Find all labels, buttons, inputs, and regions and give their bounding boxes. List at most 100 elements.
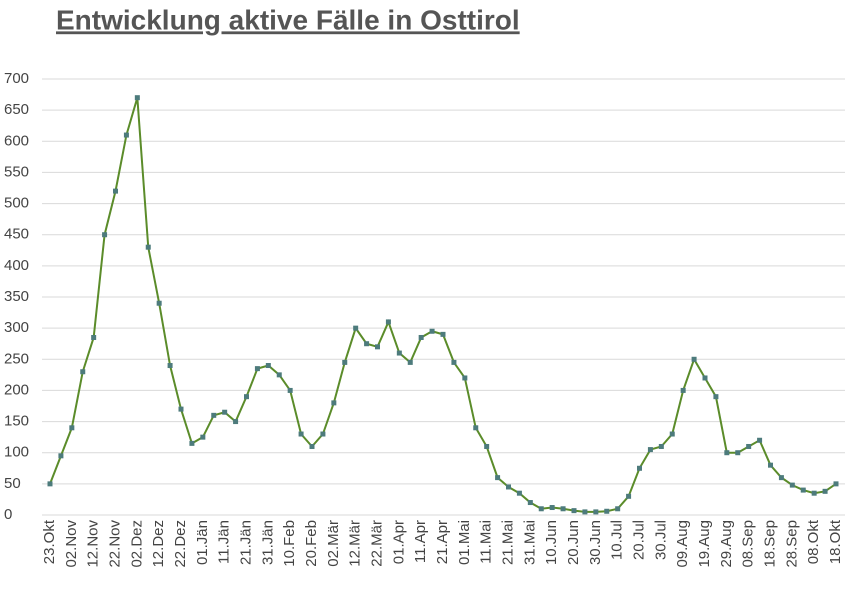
y-tick-label: 250 <box>4 350 29 367</box>
data-point <box>822 488 828 494</box>
data-point <box>156 300 162 306</box>
data-point <box>440 331 446 337</box>
x-tick-label: 22.Mär <box>368 520 385 567</box>
data-point <box>833 481 839 487</box>
data-point <box>364 341 370 347</box>
data-point <box>47 481 53 487</box>
y-tick-label: 0 <box>4 506 12 523</box>
data-point <box>604 508 610 514</box>
x-tick-label: 09.Aug <box>674 520 691 568</box>
x-tick-label: 10.Jun <box>543 520 560 565</box>
x-tick-label: 29.Aug <box>718 520 735 568</box>
data-point <box>331 400 337 406</box>
x-tick-label: 18.Okt <box>827 519 844 564</box>
x-tick-label: 08.Sep <box>740 520 757 568</box>
x-tick-label: 11.Jän <box>216 520 233 564</box>
data-point <box>91 334 97 340</box>
data-point <box>396 350 402 356</box>
data-point <box>637 465 642 471</box>
data-point <box>58 453 64 459</box>
data-point <box>254 366 260 372</box>
data-point <box>320 431 326 437</box>
data-point <box>385 319 391 325</box>
data-point <box>713 394 719 400</box>
x-tick-label: 02.Nov <box>63 520 80 568</box>
data-point <box>484 443 490 449</box>
y-tick-label: 100 <box>4 444 29 461</box>
data-point <box>134 95 140 101</box>
x-tick-label: 20.Feb <box>303 520 320 567</box>
data-point <box>658 443 664 449</box>
data-point <box>178 406 184 412</box>
y-tick-label: 450 <box>4 226 29 243</box>
x-tick-label: 02.Dez <box>128 520 145 568</box>
data-point <box>527 500 533 506</box>
data-point <box>626 493 632 499</box>
data-point <box>298 431 304 437</box>
y-tick-label: 550 <box>4 163 29 180</box>
x-tick-label: 21.Mai <box>499 520 516 565</box>
x-tick-label: 08.Okt <box>805 519 822 564</box>
data-point <box>506 484 511 490</box>
data-point <box>244 394 249 400</box>
x-tick-label: 19.Aug <box>696 520 713 568</box>
x-tick-label: 22.Dez <box>172 520 189 568</box>
data-point <box>353 325 359 331</box>
y-tick-label: 150 <box>4 413 29 430</box>
data-point <box>735 450 741 456</box>
x-tick-label: 20.Jul <box>630 520 647 560</box>
x-tick-label: 18.Sep <box>761 520 778 568</box>
y-tick-label: 600 <box>4 132 29 149</box>
data-point <box>778 475 784 481</box>
data-point <box>265 363 271 369</box>
data-point <box>123 132 129 138</box>
data-point <box>211 412 217 418</box>
data-point <box>429 328 435 334</box>
data-point <box>495 475 501 481</box>
x-tick-label: 31.Mai <box>521 520 538 565</box>
x-tick-label: 31.Jän <box>259 520 276 565</box>
data-point <box>233 419 239 425</box>
data-point <box>669 431 675 437</box>
x-tick-label: 01.Mai <box>456 520 473 565</box>
data-point <box>69 425 75 431</box>
x-tick-label: 01.Apr <box>390 520 407 564</box>
x-tick-label: 10.Jul <box>609 520 626 560</box>
data-point <box>800 487 806 493</box>
data-point <box>342 359 348 365</box>
data-point <box>113 188 118 194</box>
data-point <box>680 387 686 393</box>
data-point <box>691 356 697 362</box>
y-tick-label: 300 <box>4 319 29 336</box>
data-point <box>287 387 293 393</box>
data-point <box>811 490 817 496</box>
data-point <box>200 434 206 440</box>
data-point <box>145 244 151 250</box>
y-tick-label: 350 <box>4 288 29 305</box>
x-tick-label: 20.Jun <box>565 520 582 565</box>
x-tick-label: 12.Mär <box>347 520 364 567</box>
x-tick-label: 28.Sep <box>783 520 800 568</box>
x-tick-label: 02.Mär <box>325 520 342 567</box>
data-point <box>647 447 653 453</box>
y-tick-label: 200 <box>4 381 29 398</box>
data-point <box>516 490 522 496</box>
data-point <box>418 334 424 340</box>
data-point <box>768 462 773 468</box>
data-point <box>549 505 555 511</box>
x-tick-label: 10.Feb <box>281 520 298 567</box>
data-point <box>724 450 730 456</box>
data-point <box>746 443 752 449</box>
data-point <box>80 369 86 375</box>
x-tick-label: 11.Apr <box>412 520 429 563</box>
data-point <box>702 375 708 381</box>
x-tick-label: 12.Nov <box>85 520 102 568</box>
x-tick-label: 21.Apr <box>434 520 451 564</box>
data-point <box>757 437 763 443</box>
x-tick-label: 22.Nov <box>106 520 123 568</box>
data-point <box>102 232 108 238</box>
data-point <box>189 440 195 446</box>
data-point <box>615 506 621 512</box>
